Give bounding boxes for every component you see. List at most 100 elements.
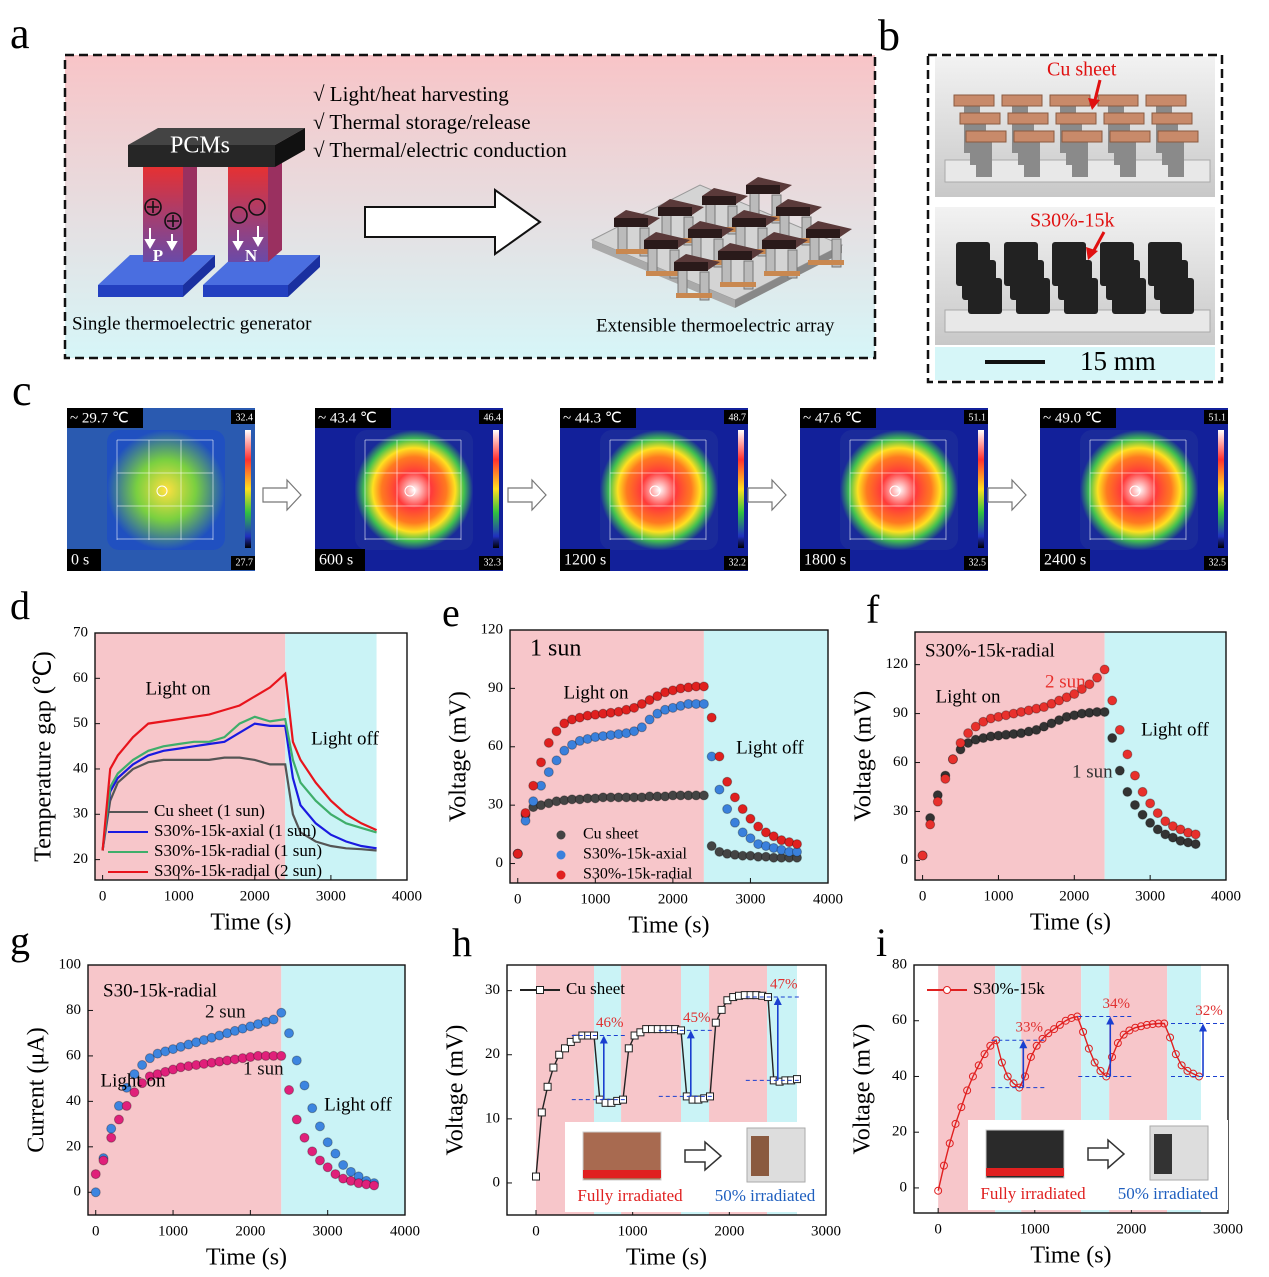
data-point xyxy=(1145,798,1156,809)
inset-label: Fully irradiated xyxy=(577,1186,683,1205)
x-tick-label: 3000 xyxy=(313,1223,343,1239)
data-point xyxy=(1142,1020,1151,1029)
x-tick-label: 0 xyxy=(532,1223,540,1239)
x-tick-label: 2000 xyxy=(1059,888,1089,904)
data-point xyxy=(974,1061,983,1070)
drop-label: 46% xyxy=(596,1015,624,1031)
data-point xyxy=(636,722,647,733)
plot-frame xyxy=(509,629,829,884)
y-tick-label: 20 xyxy=(485,1046,500,1062)
label-bg xyxy=(1040,408,1116,428)
data-point xyxy=(1166,1033,1175,1042)
label-bg xyxy=(67,549,101,571)
scale-max: 32.4 xyxy=(236,412,254,423)
data-point xyxy=(722,776,733,787)
label-bg xyxy=(800,408,876,428)
data-point xyxy=(717,1005,726,1014)
data-point xyxy=(951,1119,960,1128)
x-tick-label: 0 xyxy=(92,1223,100,1239)
cu-plate xyxy=(1097,94,1139,107)
data-point xyxy=(129,1087,140,1098)
x-axis-label: Time (s) xyxy=(626,1245,707,1271)
data-point xyxy=(1032,1041,1041,1050)
x-tick-label: 4000 xyxy=(813,891,843,907)
data-point xyxy=(299,1132,310,1143)
x-tick-label: 3000 xyxy=(811,1223,841,1239)
charge-symbols xyxy=(144,198,266,230)
data-point xyxy=(322,1137,333,1148)
arrow xyxy=(364,188,542,256)
data-point xyxy=(1160,1019,1169,1028)
data-point xyxy=(1107,733,1118,744)
array-block xyxy=(762,240,796,249)
data-point xyxy=(1107,695,1118,706)
color-bar xyxy=(1218,430,1224,548)
data-point xyxy=(714,784,725,795)
shaded-region xyxy=(285,633,377,880)
series-label: 2 sun xyxy=(1045,671,1086,692)
y-tick-label: 20 xyxy=(73,851,88,867)
y-tick-label: 100 xyxy=(59,956,82,972)
y-tick-label: 10 xyxy=(485,1110,500,1126)
series-label: 2 sun xyxy=(205,1001,246,1022)
data-point xyxy=(90,1169,101,1180)
data-point xyxy=(543,767,554,778)
data-point xyxy=(934,1186,943,1195)
y-tick-label: 60 xyxy=(66,1047,81,1063)
data-point xyxy=(1092,672,1103,683)
y-tick-label: 90 xyxy=(488,680,503,696)
y-tick-label: 0 xyxy=(74,1184,82,1200)
single-teg xyxy=(98,128,320,297)
panel-label: e xyxy=(442,590,460,635)
data-point xyxy=(624,1044,633,1053)
data-point xyxy=(291,1055,302,1066)
crosshair xyxy=(156,485,168,497)
caption: Single thermoelectric generator xyxy=(72,313,312,334)
data-point xyxy=(760,827,771,838)
data-point xyxy=(1009,1079,1018,1088)
data-point xyxy=(1076,684,1087,695)
data-point xyxy=(947,754,958,765)
n-leg xyxy=(268,155,282,262)
data-point xyxy=(559,745,570,756)
data-point xyxy=(629,726,640,737)
array-block xyxy=(674,262,708,271)
y-tick-label: 80 xyxy=(66,1002,81,1018)
x-tick-label: 0 xyxy=(514,891,522,907)
drop-arrow xyxy=(1019,1040,1028,1049)
scale-min: 32.3 xyxy=(484,557,502,568)
array-pad xyxy=(808,260,844,265)
data-point xyxy=(737,827,748,838)
caption: Extensible thermoelectric array xyxy=(596,315,835,336)
temperature-label: ~ 47.6 ℃ xyxy=(803,410,862,426)
shaded-region xyxy=(95,633,286,880)
x-tick-label: 1000 xyxy=(164,888,194,904)
legend-label: S30%-15k-axial (1 sun) xyxy=(154,821,316,840)
drop-label: 47% xyxy=(770,976,798,992)
array-pad xyxy=(720,282,756,287)
series-line xyxy=(101,715,377,851)
n-label: N xyxy=(245,246,258,265)
data-point xyxy=(1129,770,1140,781)
data-point xyxy=(1148,1020,1157,1029)
data-point xyxy=(1131,1023,1140,1032)
y-tick-label: 40 xyxy=(892,1068,907,1084)
data-point xyxy=(1021,1072,1030,1081)
data-point xyxy=(284,1085,295,1095)
legend-label: S30%-15k xyxy=(973,979,1045,998)
black-block xyxy=(1016,278,1050,314)
data-point xyxy=(567,739,578,750)
array-block xyxy=(806,229,840,238)
temperature-label: ~ 49.0 ℃ xyxy=(1043,410,1102,426)
scale-min: 27.7 xyxy=(236,557,254,568)
data-point xyxy=(1137,786,1148,797)
y-tick-label: 0 xyxy=(900,1179,908,1195)
array-block xyxy=(746,185,780,194)
chart-title: S30%-15k-radial xyxy=(925,640,1055,661)
color-bar xyxy=(245,430,251,548)
array-block xyxy=(644,240,678,249)
y-tick-label: 60 xyxy=(488,738,503,754)
data-point xyxy=(629,702,640,713)
y-tick-label: 120 xyxy=(886,656,909,672)
legend-label: S30%-15k-radial xyxy=(583,866,693,883)
